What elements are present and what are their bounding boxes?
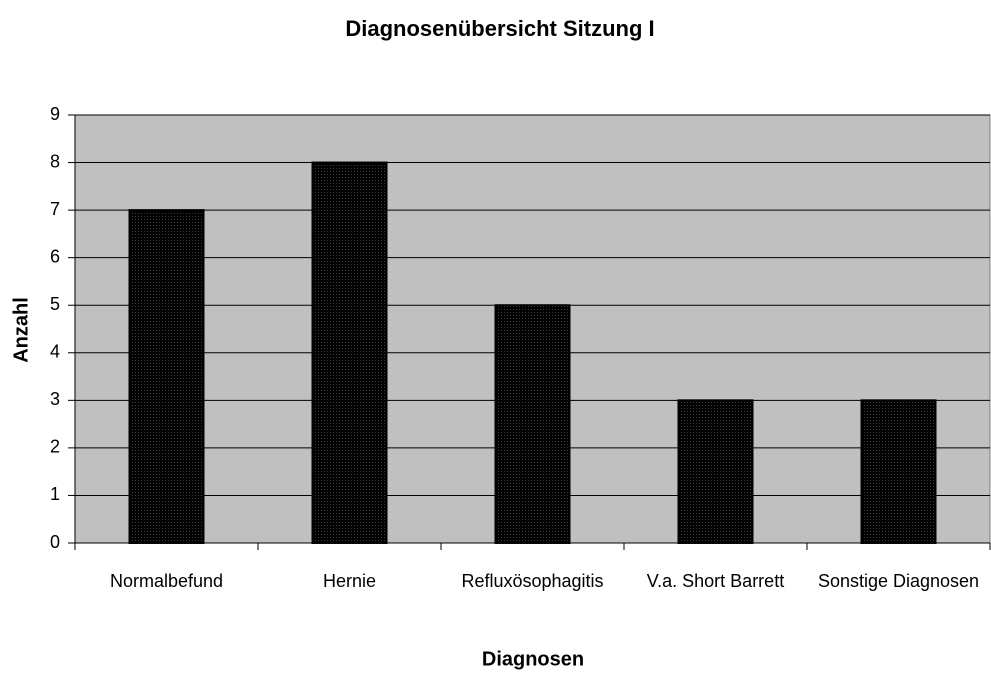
y-tick-label: 9 bbox=[50, 104, 60, 124]
y-axis-label: Anzahl bbox=[10, 297, 32, 363]
y-tick-label: 2 bbox=[50, 437, 60, 457]
y-tick-label: 0 bbox=[50, 532, 60, 552]
y-tick-label: 3 bbox=[50, 389, 60, 409]
y-tick-label: 4 bbox=[50, 342, 60, 362]
bar bbox=[128, 209, 205, 544]
bar bbox=[677, 399, 754, 545]
y-tick-label: 1 bbox=[50, 484, 60, 504]
x-tick-label: Refluxösophagitis bbox=[461, 571, 604, 591]
x-axis-label: Diagnosen bbox=[482, 648, 584, 670]
y-tick-label: 6 bbox=[50, 246, 60, 266]
chart-title: Diagnosenübersicht Sitzung I bbox=[345, 16, 654, 41]
y-tick-label: 7 bbox=[50, 199, 60, 219]
bar bbox=[494, 304, 571, 544]
y-tick-label: 5 bbox=[50, 294, 60, 314]
bar bbox=[860, 399, 937, 545]
y-tick-label: 8 bbox=[50, 151, 60, 171]
x-tick-label: Normalbefund bbox=[109, 571, 224, 591]
bar bbox=[311, 161, 388, 545]
x-tick-label: Hernie bbox=[322, 571, 377, 591]
x-tick-label: Sonstige Diagnosen bbox=[817, 571, 980, 591]
x-tick-label: V.a. Short Barrett bbox=[646, 571, 785, 591]
